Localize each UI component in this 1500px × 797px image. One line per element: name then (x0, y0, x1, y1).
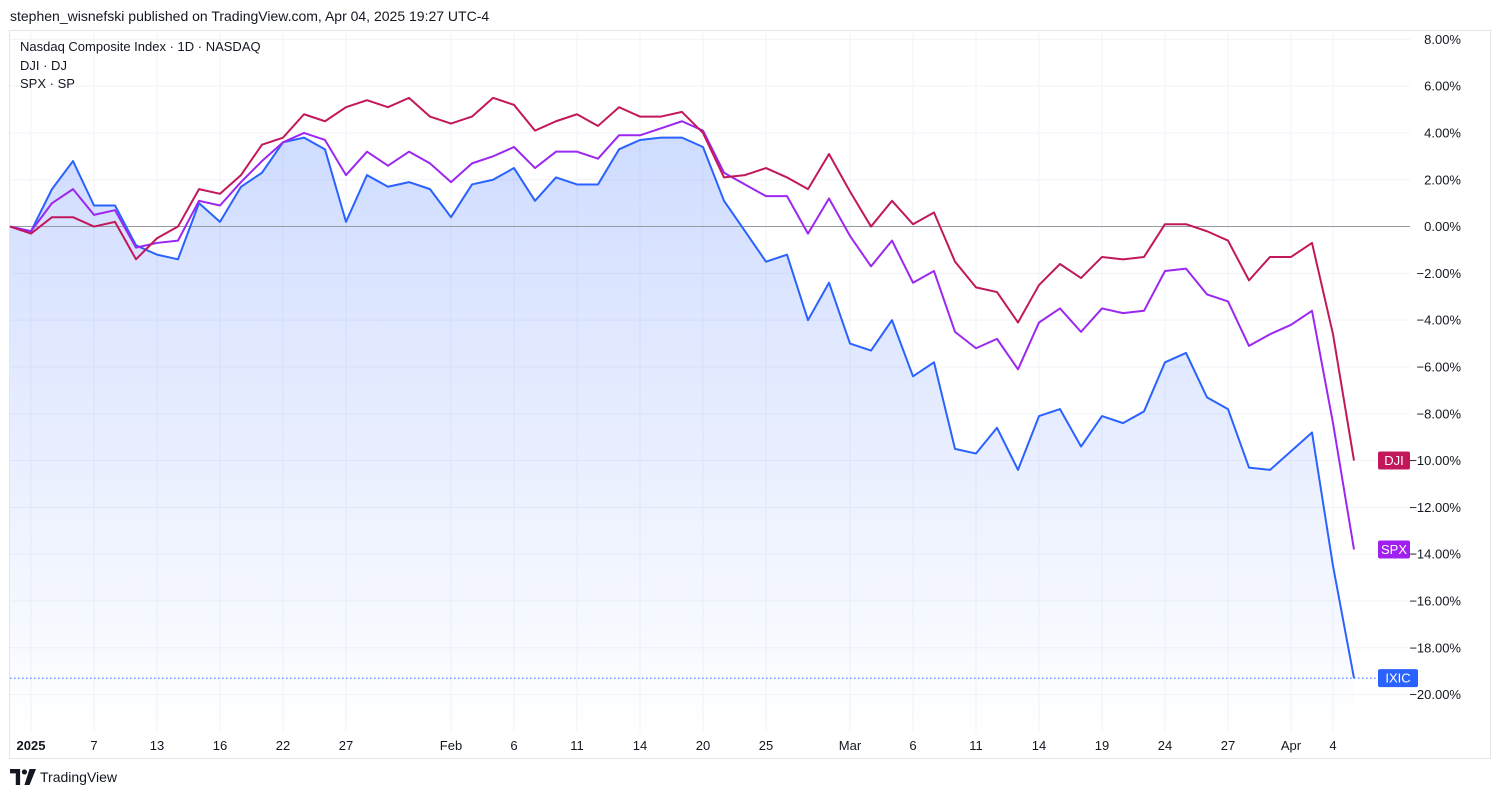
x-tick-label: Mar (839, 738, 862, 753)
x-tick-label: 27 (339, 738, 353, 753)
y-tick-label: −6.00% (1417, 359, 1462, 374)
y-tick-label: −18.00% (1409, 640, 1461, 655)
series-line-spx[interactable] (9, 120, 1355, 550)
ixic-area (10, 137, 1412, 732)
x-tick-label: 7 (90, 738, 97, 753)
y-tick-label: 2.00% (1424, 172, 1461, 187)
x-tick-label: 13 (150, 738, 164, 753)
y-tick-label: −20.00% (1409, 687, 1461, 702)
y-tick-label: 0.00% (1424, 219, 1461, 234)
y-tick-label: 8.00% (1424, 32, 1461, 47)
series-lines (9, 96, 1355, 679)
y-tick-label: −4.00% (1417, 313, 1462, 328)
end-label-dji: DJI (1378, 451, 1410, 470)
legend-spx[interactable]: SPX · SP (20, 76, 75, 91)
series-line-dji[interactable] (9, 96, 1355, 461)
x-tick-label: 2025 (17, 738, 46, 753)
y-tick-label: −8.00% (1417, 406, 1462, 421)
x-tick-label: 11 (969, 738, 983, 753)
x-tick-label: 20 (696, 738, 710, 753)
svg-text:DJI: DJI (1384, 453, 1404, 468)
publisher-header: stephen_wisnefski published on TradingVi… (10, 8, 490, 24)
series-line-ixic[interactable] (9, 136, 1355, 679)
legend-dji[interactable]: DJI · DJ (20, 57, 67, 73)
svg-text:IXIC: IXIC (1385, 671, 1410, 686)
x-tick-label: 4 (1329, 738, 1336, 753)
x-tick-label: 27 (1221, 738, 1235, 753)
svg-text:SPX: SPX (1381, 542, 1407, 557)
brand-name: TradingView (40, 769, 118, 785)
x-tick-label: 14 (1032, 738, 1046, 753)
x-tick-label: 6 (909, 738, 916, 753)
footer-brand[interactable]: TradingView (10, 769, 117, 785)
end-label-spx: SPX (1378, 540, 1410, 559)
ixic-area-fill (10, 137, 1354, 732)
x-tick-label: 14 (633, 738, 647, 753)
series-legend[interactable]: Nasdaq Composite Index · 1D · NASDAQ DJI… (20, 38, 261, 94)
y-tick-label: −16.00% (1409, 593, 1461, 608)
x-axis: 2025 7 13 16 22 27 Feb 6 11 14 20 25 Mar 6 11 14 19 24 27 A… (17, 738, 1337, 753)
y-tick-label: −12.00% (1409, 500, 1461, 515)
y-tick-label: 6.00% (1424, 79, 1461, 94)
x-tick-label: 11 (570, 738, 584, 753)
x-tick-label: 6 (510, 738, 517, 753)
x-tick-label: 19 (1095, 738, 1109, 753)
y-tick-label: 4.00% (1424, 125, 1461, 140)
y-tick-label: −2.00% (1417, 266, 1462, 281)
tradingview-logo-icon (10, 769, 36, 785)
end-label-ixic: IXIC (1378, 669, 1418, 688)
x-tick-label: Apr (1281, 738, 1302, 753)
series-end-labels: DJI SPX IXIC (1378, 451, 1418, 688)
legend-ixic[interactable]: Nasdaq Composite Index · 1D · NASDAQ (20, 39, 261, 54)
y-tick-label: −10.00% (1409, 453, 1461, 468)
x-tick-label: 16 (213, 738, 227, 753)
y-tick-label: −14.00% (1409, 547, 1461, 562)
x-tick-label: 22 (276, 738, 290, 753)
y-axis: 8.00% 6.00% 4.00% 2.00% 0.00% −2.00% −4.00% −6.… (1409, 32, 1461, 702)
chart-frame (9, 30, 1491, 759)
x-tick-label: Feb (440, 738, 462, 753)
x-tick-label: 24 (1158, 738, 1172, 753)
x-tick-label: 25 (759, 738, 773, 753)
